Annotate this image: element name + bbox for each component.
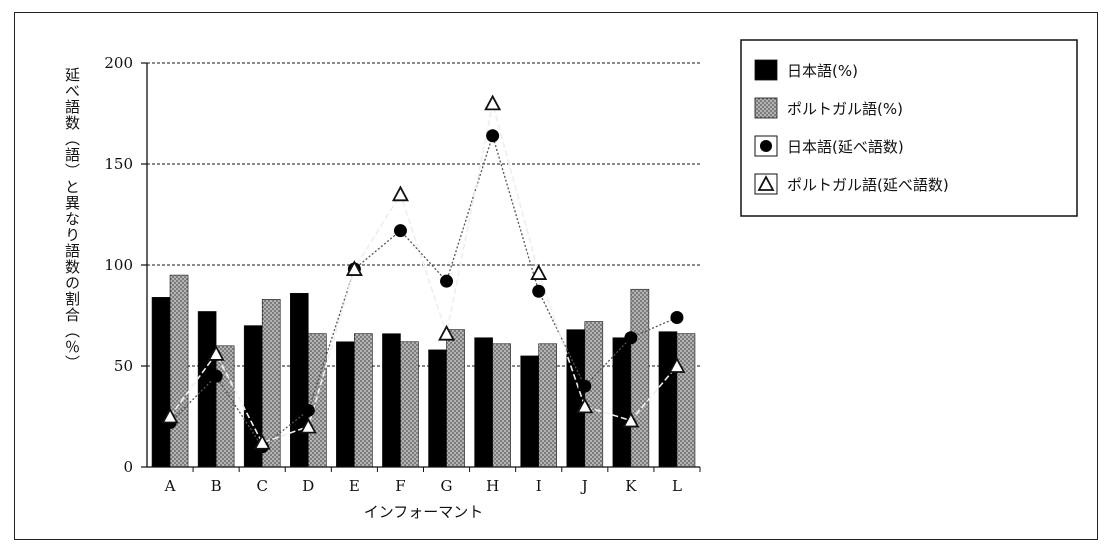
bar-japanese-percent [429, 350, 447, 467]
y-tick-label: 50 [114, 357, 133, 375]
bar-japanese-percent [613, 338, 631, 467]
bar-portuguese-percent [400, 342, 418, 467]
x-tick-label: A [164, 477, 176, 495]
bar-portuguese-percent [677, 334, 695, 467]
x-tick-label: G [441, 477, 453, 495]
x-tick-label: B [211, 477, 222, 495]
point-portuguese-count [393, 187, 407, 200]
x-tick-label: C [256, 477, 267, 495]
legend-label: 日本語(延べ語数) [787, 138, 904, 156]
x-tick-label: K [625, 477, 637, 495]
point-japanese-count [578, 380, 591, 393]
x-axis-title: インフォーマント [364, 503, 484, 521]
y-tick-label: 150 [104, 155, 133, 173]
x-tick-label: D [302, 477, 314, 495]
bar-portuguese-percent [170, 275, 188, 467]
y-tick-label: 100 [104, 256, 133, 274]
point-japanese-count [486, 129, 499, 142]
point-japanese-count [532, 285, 545, 298]
bar-japanese-percent [336, 342, 354, 467]
bar-portuguese-percent [354, 334, 372, 467]
series-lines [163, 96, 684, 453]
x-tick-label: H [486, 477, 499, 495]
legend-label: ポルトガル語(%) [787, 100, 903, 118]
x-tick-label: L [672, 477, 682, 495]
gridlines [147, 63, 702, 366]
bar-portuguese-percent [447, 330, 465, 467]
bar-portuguese-percent [585, 322, 603, 467]
bar-portuguese-percent [308, 334, 326, 467]
y-tick-label: 0 [123, 458, 133, 476]
point-japanese-count [210, 370, 223, 383]
bar-japanese-percent [152, 297, 170, 467]
bar-portuguese-percent [493, 344, 511, 467]
bar-japanese-percent [521, 356, 539, 467]
point-japanese-count [670, 311, 683, 324]
y-tick-label: 200 [104, 54, 133, 72]
bar-japanese-percent [475, 338, 493, 467]
legend: 日本語(%) ポルトガル語(%) 日本語(延べ語数) ポルトガル語(延べ語数) [741, 40, 1077, 216]
x-tick-label: I [536, 477, 542, 495]
legend-swatch [755, 60, 777, 80]
x-tick-label: J [580, 477, 588, 495]
bar-japanese-percent [567, 330, 585, 467]
bar-japanese-percent [198, 311, 216, 467]
x-tick-label: F [395, 477, 405, 495]
legend-label: ポルトガル語(延べ語数) [787, 176, 949, 194]
bar-japanese-percent [382, 334, 400, 467]
bar-portuguese-percent [539, 344, 557, 467]
x-tick-label: E [349, 477, 360, 495]
legend-label: 日本語(%) [787, 62, 858, 80]
point-japanese-count [394, 224, 407, 237]
bar-japanese-percent [290, 293, 308, 467]
point-japanese-count [302, 404, 315, 417]
point-portuguese-count [486, 96, 500, 109]
legend-marker [760, 140, 772, 152]
bar-japanese-percent [659, 332, 677, 467]
bar-portuguese-percent [631, 289, 649, 467]
bars [152, 275, 695, 467]
point-japanese-count [440, 275, 453, 288]
bar-portuguese-percent [216, 346, 234, 467]
legend-swatch [755, 98, 777, 118]
y-axis-title: 延べ語数（語）と異なり語数の割合（％） [63, 67, 81, 371]
point-japanese-count [624, 331, 637, 344]
